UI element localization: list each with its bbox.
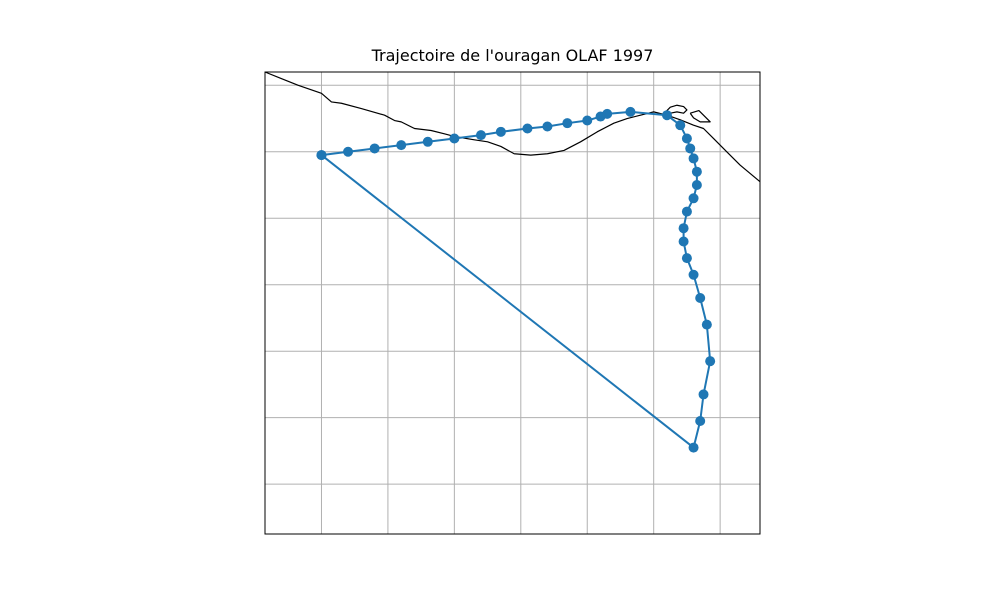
- track-point: [449, 133, 460, 144]
- track-point: [475, 130, 486, 141]
- track-point: [701, 319, 712, 330]
- track-point: [688, 442, 699, 453]
- coastlines: [264, 71, 761, 183]
- track-point: [678, 223, 689, 234]
- gridlines: [265, 72, 760, 534]
- track-point: [685, 143, 696, 154]
- chart-title: Trajectoire de l'ouragan OLAF 1997: [371, 46, 654, 65]
- coastline: [663, 104, 688, 115]
- track-point: [688, 269, 699, 280]
- track-point: [705, 356, 716, 367]
- track-point: [698, 389, 709, 400]
- track-point: [396, 140, 407, 151]
- track-point: [602, 108, 613, 119]
- track-point: [562, 118, 573, 129]
- track-point: [542, 121, 553, 132]
- track-point: [681, 253, 692, 264]
- track-point: [691, 180, 702, 191]
- track-point: [582, 115, 593, 126]
- track-point: [522, 123, 533, 134]
- track-point: [688, 153, 699, 164]
- track-point: [681, 206, 692, 217]
- track-point: [695, 415, 706, 426]
- track-point: [422, 136, 433, 147]
- plot-frame: [264, 71, 761, 535]
- track-point: [695, 293, 706, 304]
- coastline: [689, 109, 711, 123]
- track-point: [675, 120, 686, 131]
- track-point: [495, 126, 506, 137]
- track-point: [625, 106, 636, 117]
- coastline: [264, 71, 761, 183]
- track-point: [661, 110, 672, 121]
- track-point: [681, 133, 692, 144]
- track-line: [320, 110, 712, 449]
- track-point: [678, 236, 689, 247]
- track-point: [691, 166, 702, 177]
- hurricane-track: [316, 106, 716, 453]
- track-point: [316, 150, 327, 161]
- track-point: [369, 143, 380, 154]
- track-point: [343, 146, 354, 157]
- track-point: [688, 193, 699, 204]
